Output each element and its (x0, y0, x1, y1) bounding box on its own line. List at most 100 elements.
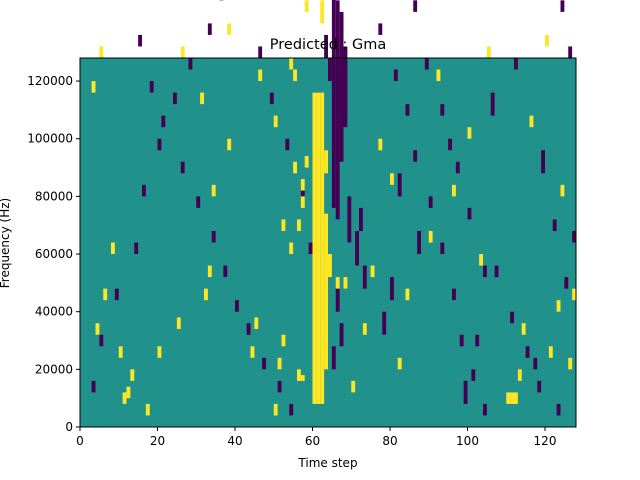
heatmap-cell-low (262, 357, 266, 370)
heatmap-cell-low (362, 265, 367, 289)
heatmap-cell-high (304, 156, 309, 168)
heatmap-cell-high (521, 323, 526, 335)
chart-title: Predicted : Gma (270, 37, 386, 53)
heatmap-cell-high (568, 357, 573, 370)
heatmap-cell-low (339, 323, 344, 347)
heatmap-cell-low (335, 288, 340, 312)
heatmap-cell-low (138, 34, 142, 47)
heatmap-cell-low (459, 334, 464, 347)
heatmap-cell-low (428, 196, 433, 208)
heatmap-cell-high (95, 323, 100, 335)
heatmap-cell-low (452, 288, 456, 301)
heatmap-cell-high (126, 386, 131, 399)
heatmap-cell-low (246, 323, 251, 335)
heatmap-cell-low (91, 380, 96, 393)
heatmap-cell-high (281, 219, 286, 231)
y-tick-label: 80000 (35, 189, 73, 203)
heatmap-cell-high (258, 69, 263, 82)
heatmap-cell-high (176, 317, 181, 329)
heatmap-cell-high (362, 323, 367, 335)
heatmap-cell-low (533, 357, 538, 370)
heatmap-cell-high (293, 69, 297, 82)
heatmap-cell-high (180, 46, 185, 58)
heatmap-cell-low (556, 403, 561, 416)
heatmap-cell-high (510, 392, 514, 404)
heatmap-cell-low (223, 265, 228, 278)
heatmap-cell-low (397, 173, 402, 197)
heatmap-cell-high (204, 288, 208, 301)
heatmap-cell-low (560, 0, 565, 12)
heatmap-cell-high (227, 138, 232, 151)
heatmap-cell-low (277, 380, 282, 393)
heatmap-cell-high (145, 403, 150, 416)
heatmap-cell-high (289, 58, 294, 70)
heatmap-cell-high (293, 161, 297, 174)
heatmap-cell-high (289, 242, 294, 255)
heatmap-cell-low (355, 230, 359, 266)
heatmap-cell-high (560, 184, 565, 197)
heatmap-cell-high (428, 230, 433, 243)
heatmap-cell-low (308, 242, 313, 255)
x-tick-label: 120 (534, 434, 557, 448)
x-axis-label: Time step (297, 456, 357, 470)
heatmap-cell-high (227, 23, 232, 35)
heatmap-cell-low (440, 242, 445, 255)
heatmap-cell-high (211, 184, 216, 197)
heatmap-cell-high (281, 334, 286, 347)
heatmap-cell-high (378, 138, 383, 151)
heatmap-cell-low (490, 92, 495, 116)
heatmap-cell-high (390, 173, 394, 185)
heatmap-cell-high (514, 392, 518, 404)
heatmap-cell-low (339, 11, 344, 162)
heatmap-cell-high (273, 115, 278, 128)
heatmap-cell-high (320, 0, 325, 24)
heatmap-cell-low (514, 58, 518, 70)
heatmap-cell-low (207, 23, 212, 35)
heatmap-cells (80, 0, 576, 427)
heatmap-cell-high (572, 288, 576, 301)
heatmap-cell-high (506, 392, 511, 404)
heatmap-cell-high (343, 277, 348, 289)
heatmap-cell-low (424, 58, 429, 70)
x-tick-label: 80 (382, 434, 397, 448)
heatmap-cell-high (122, 392, 127, 404)
heatmap-cell-low (343, 46, 348, 128)
heatmap-cell-high (157, 346, 162, 358)
heatmap-cell-high (111, 242, 115, 255)
heatmap-cell-high (99, 46, 104, 58)
heatmap-cell-high (486, 46, 491, 58)
heatmap-cell-low (142, 184, 146, 197)
heatmap-cell-high (103, 288, 108, 301)
heatmap-cell-low (417, 230, 421, 255)
heatmap-cell-low (463, 380, 468, 404)
plot-frame (79, 57, 577, 428)
heatmap-cell-high (273, 403, 278, 416)
heatmap-cell-low (324, 34, 328, 58)
heatmap-cell-low (471, 369, 476, 381)
heatmap-cell-high (548, 346, 553, 358)
heatmap-cell-high (300, 196, 305, 208)
x-tick-label: 20 (150, 434, 165, 448)
heatmap-cell-low (180, 161, 185, 174)
heatmap-cell-low (393, 69, 398, 82)
heatmap-cell-low (455, 161, 460, 174)
heatmap-cell-low (331, 0, 336, 208)
heatmap-cell-low (235, 300, 239, 312)
heatmap-cell-low (483, 265, 487, 278)
heatmap-cell-low (347, 196, 352, 243)
heatmap-cell-low (382, 311, 387, 335)
y-tick-label: 100000 (27, 132, 73, 146)
heatmap-cell-low (448, 138, 452, 151)
heatmap-cell-high (545, 34, 549, 47)
heatmap-cell-low (483, 403, 487, 416)
heatmap-cell-high (320, 92, 325, 404)
heatmap-cell-high (254, 317, 259, 329)
heatmap-cell-high (250, 346, 255, 358)
heatmap-cell-low (467, 207, 472, 220)
heatmap-cell-high (130, 369, 135, 381)
heatmap-cell-low (196, 196, 201, 208)
heatmap-cell-low (475, 334, 480, 347)
heatmap-cell-low (328, 58, 332, 82)
heatmap-cell-high (304, 0, 309, 12)
heatmap-cell-low (359, 207, 363, 231)
